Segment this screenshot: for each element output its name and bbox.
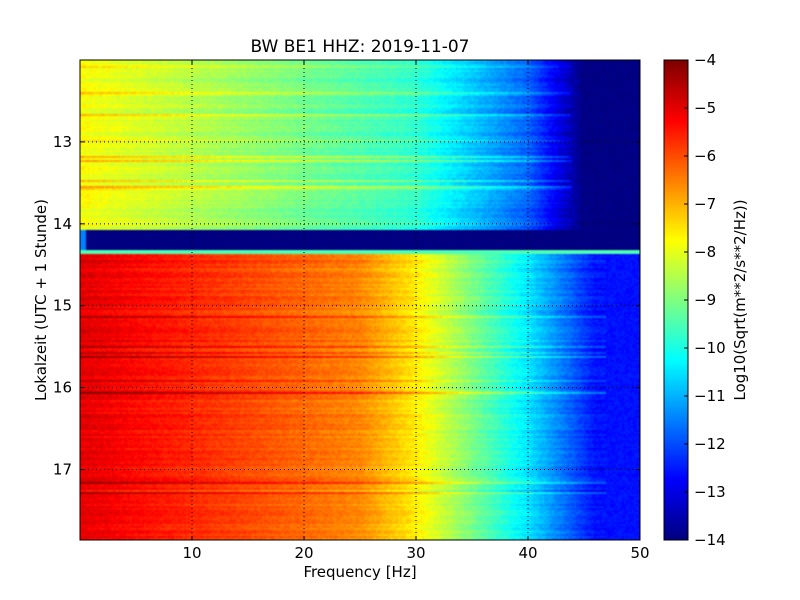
y-tick-label: 14 [53,215,72,233]
colorbar-tick-label: −11 [694,387,726,405]
y-tick-label: 17 [53,461,72,479]
y-tick-label: 15 [53,297,72,315]
colorbar-tick-label: −6 [694,147,716,165]
colorbar-ticks: −4 −5 −6 −7 −8 −9 −10 −11 −12 −13 −14 [684,51,726,549]
chart-title: BW BE1 HHZ: 2019-11-07 [250,37,469,57]
colorbar-tick-label: −7 [694,195,716,213]
x-tick-label: 10 [182,544,201,562]
colorbar-tick-label: −8 [694,243,716,261]
colorbar-tick-label: −12 [694,435,726,453]
spectrogram-heatmap [80,60,640,540]
colorbar-tick-label: −14 [694,531,726,549]
x-axis-label: Frequency [Hz] [303,563,416,581]
x-axis: 10 20 30 40 50 [182,60,650,562]
x-tick-label: 20 [294,544,313,562]
colorbar-label: Log10(Sqrt(m**2/s**2/Hz)) [731,199,749,400]
y-axis-label: Lokalzeit (UTC + 1 Stunde) [32,199,50,401]
plot-frame [79,59,641,541]
y-axis: 13 14 15 16 17 [53,133,640,479]
colorbar-tick-label: −4 [694,51,716,69]
colorbar-tick-label: −13 [694,483,726,501]
grid-lines [80,60,640,540]
y-tick-label: 16 [53,379,72,397]
x-tick-label: 50 [630,544,649,562]
colorbar-tick-label: −5 [694,99,716,117]
x-tick-label: 40 [518,544,537,562]
colorbar: −4 −5 −6 −7 −8 −9 −10 −11 −12 −13 −14 [663,51,726,549]
y-tick-label: 13 [53,133,72,151]
spectrogram-plot-area [80,60,640,540]
colorbar-tick-label: −10 [694,339,726,357]
colorbar-tick-label: −9 [694,291,716,309]
x-tick-label: 30 [406,544,425,562]
